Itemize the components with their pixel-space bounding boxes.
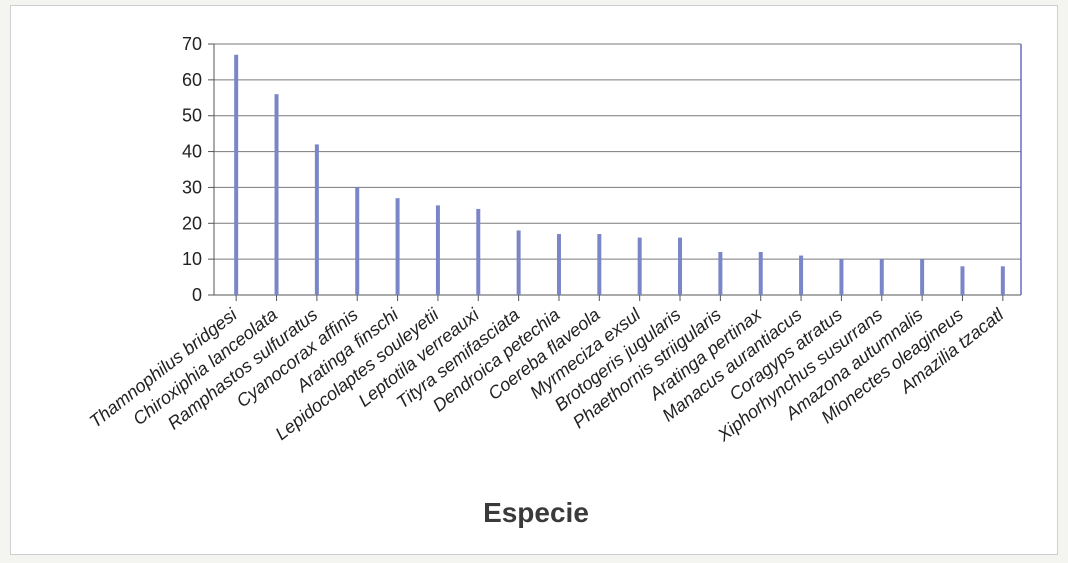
- bar: [1000, 266, 1005, 295]
- bar: [274, 94, 279, 295]
- bar: [920, 259, 925, 295]
- bar: [395, 198, 400, 295]
- y-tick-label: 10: [182, 249, 202, 269]
- axes: [208, 43, 1022, 301]
- y-tick-label: 30: [182, 177, 202, 197]
- y-tick-label: 70: [182, 34, 202, 54]
- gridlines: [214, 43, 1021, 260]
- y-tick-label: 0: [192, 285, 202, 305]
- bar: [758, 251, 763, 295]
- bars: [234, 54, 1005, 295]
- bar: [234, 54, 239, 295]
- bar: [516, 230, 521, 295]
- bar: [314, 144, 319, 295]
- bar: [718, 251, 723, 295]
- bar: [960, 266, 965, 295]
- bar: [678, 237, 683, 295]
- bar: [556, 234, 561, 295]
- y-tick-label: 50: [182, 106, 202, 126]
- bar: [355, 187, 360, 295]
- bar: [799, 255, 804, 295]
- bar: [879, 259, 884, 295]
- bar: [597, 234, 602, 295]
- y-tick-label: 20: [182, 213, 202, 233]
- bar: [435, 205, 440, 295]
- bar: [476, 208, 481, 295]
- y-tick-label: 40: [182, 142, 202, 162]
- y-tick-labels: 0 10 20 30 40 50 60 70: [182, 34, 202, 305]
- x-axis-title: Especie: [483, 497, 589, 528]
- bar: [637, 237, 642, 295]
- y-tick-label: 60: [182, 70, 202, 90]
- bar: [839, 259, 844, 295]
